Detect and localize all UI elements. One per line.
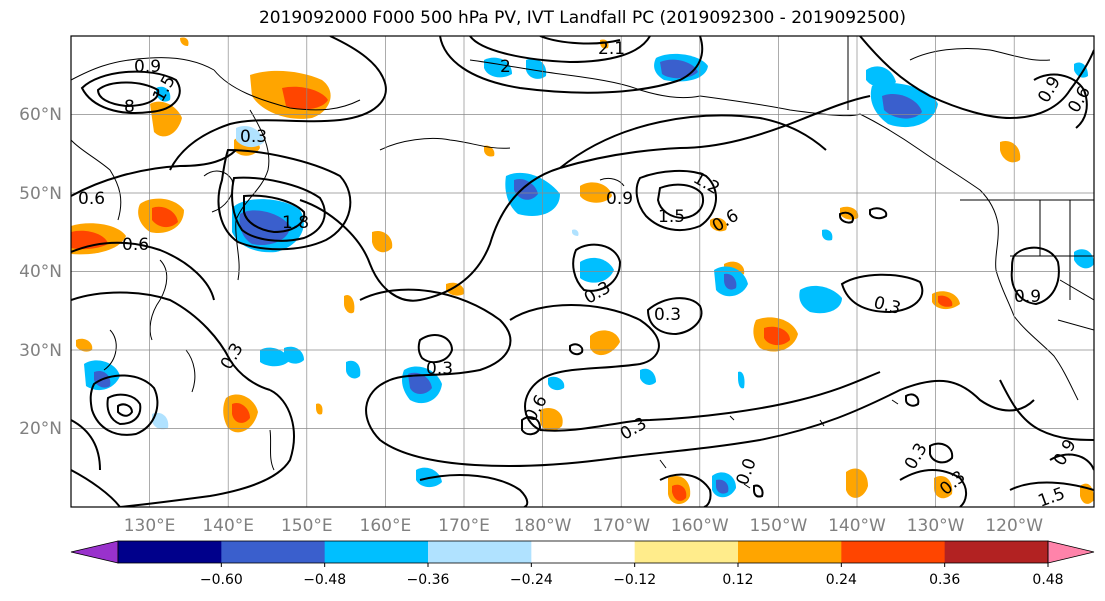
contour-label: 1.8 — [282, 213, 309, 233]
contour-label: 0.9 — [1014, 287, 1041, 307]
lat-label: 20°N — [19, 419, 62, 439]
contour-label: 2.1 — [598, 39, 625, 59]
colorbar-segment — [118, 541, 222, 563]
longitude-labels: 130°E 140°E 150°E 160°E 170°E 180°W 170°… — [124, 516, 1044, 536]
lat-label: 30°N — [19, 341, 62, 361]
colorbar-segments — [70, 540, 1095, 564]
lon-label: 170°W — [592, 516, 650, 536]
lon-label: 160°E — [360, 516, 412, 536]
contour-label: 0.3 — [240, 127, 267, 147]
latitude-labels: 60°N 50°N 40°N 30°N 20°N — [19, 105, 62, 439]
colorbar-tick-label: 0.36 — [929, 572, 960, 588]
colorbar-segment — [944, 541, 1049, 563]
colorbar-tick-label: −0.60 — [200, 572, 243, 588]
contour-label: 0.9 — [606, 189, 633, 209]
contour-label: 2 — [500, 57, 511, 77]
colorbar-segment — [531, 541, 636, 563]
contour-label: 0.3 — [426, 359, 453, 379]
lon-label: 180°W — [514, 516, 572, 536]
map-frame — [70, 35, 1095, 508]
lat-label: 50°N — [19, 184, 62, 204]
map-title: 2019092000 F000 500 hPa PV, IVT Landfall… — [258, 8, 906, 28]
colorbar-segment — [324, 541, 429, 563]
pv-contours — [71, 36, 1094, 507]
lon-label: 130°E — [124, 516, 176, 536]
map-panel — [71, 36, 1094, 507]
colorbar-tick-label: −0.36 — [407, 572, 450, 588]
lat-label: 40°N — [19, 262, 62, 282]
colorbar-extend-low — [70, 540, 119, 564]
colorbar-tick-label: −0.48 — [303, 572, 346, 588]
colorbar-tick-label: 0.12 — [722, 572, 753, 588]
contour-label: 0.3 — [654, 305, 681, 325]
lon-label: 140°E — [202, 516, 254, 536]
colorbar-extend-high — [1047, 540, 1095, 564]
colorbar-segment — [221, 541, 326, 563]
lon-label: 140°W — [828, 516, 886, 536]
lon-label: 160°W — [671, 516, 729, 536]
lon-label: 150°E — [281, 516, 333, 536]
lat-label: 60°N — [19, 105, 62, 125]
contour-label: 8 — [124, 97, 135, 117]
colorbar-tick-label: −0.24 — [510, 572, 553, 588]
colorbar-segment — [428, 541, 532, 563]
colorbar-tick-label: 0.24 — [826, 572, 857, 588]
contour-label: 0.6 — [122, 235, 149, 255]
shaded-anomalies — [71, 37, 1094, 505]
coastlines — [71, 36, 1094, 489]
colorbar-outline — [117, 540, 1049, 564]
contour-label: 0.6 — [78, 189, 105, 209]
colorbar-segment — [738, 541, 842, 563]
colorbar-tick-label: −0.12 — [613, 572, 656, 588]
contour-label: 1.5 — [658, 207, 685, 227]
colorbar-segment — [841, 541, 946, 563]
lon-label: 170°E — [438, 516, 490, 536]
lon-label: 150°W — [750, 516, 808, 536]
colorbar-tick-label: 0.48 — [1032, 572, 1063, 588]
colorbar-ticks: −0.60 −0.48 −0.36 −0.24 −0.12 0.12 0.24 0.36 0.4… — [200, 563, 1064, 588]
lon-label: 130°W — [907, 516, 965, 536]
colorbar-segment — [634, 541, 739, 563]
lon-label: 120°W — [985, 516, 1043, 536]
contour-label: 0.9 — [134, 57, 161, 77]
colorbar: −0.60 −0.48 −0.36 −0.24 −0.12 0.12 0.24 0.36 0.4… — [70, 540, 1095, 588]
